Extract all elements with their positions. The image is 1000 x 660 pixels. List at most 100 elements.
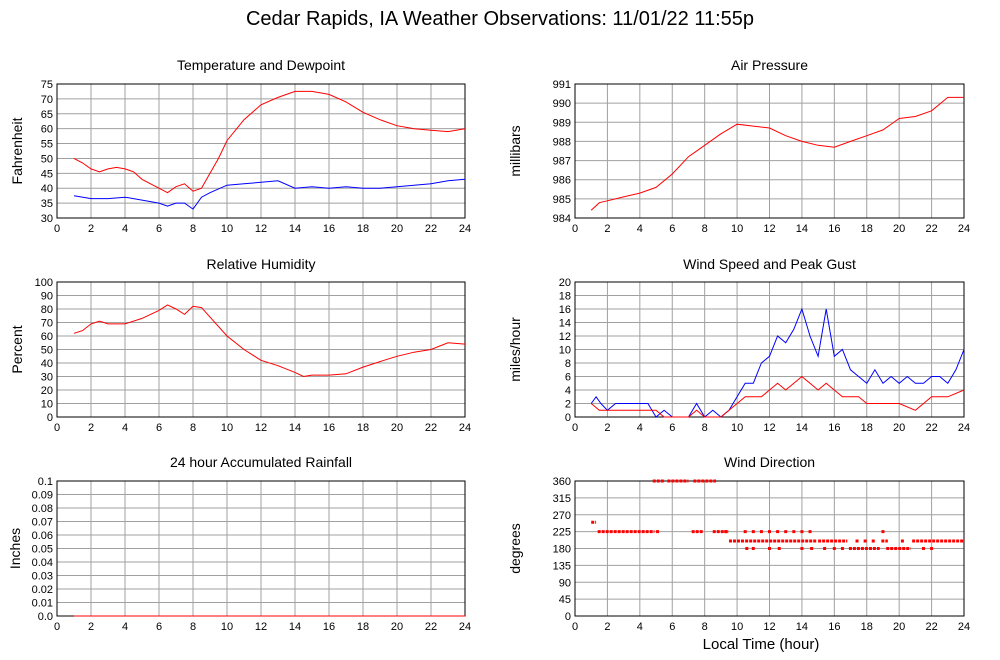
y-tick-label: 135 (553, 560, 571, 572)
y-tick-label: 180 (553, 544, 571, 556)
direction-point (751, 530, 755, 534)
y-tick-label: 987 (553, 156, 571, 168)
x-tick-label: 18 (861, 422, 873, 434)
y-tick-label: 0.08 (32, 503, 53, 515)
x-tick-label: 8 (702, 223, 708, 235)
y-tick-label: 40 (41, 358, 53, 370)
y-tick-label: 989 (553, 117, 571, 129)
x-tick-label: 4 (637, 422, 643, 434)
x-tick-label: 2 (604, 223, 610, 235)
y-tick-label: 12 (559, 331, 571, 343)
y-axis-label: miles/hour (507, 317, 523, 382)
x-tick-label: 16 (323, 223, 335, 235)
y-tick-label: 0.0 (38, 611, 53, 623)
x-tick-label: 16 (828, 621, 840, 633)
direction-point (863, 539, 867, 543)
x-tick-label: 24 (459, 422, 471, 434)
x-tick-label: 4 (637, 223, 643, 235)
plot-frame (56, 281, 466, 418)
x-tick-label: 4 (122, 621, 128, 633)
x-tick-label: 20 (391, 422, 403, 434)
y-tick-label: 0 (565, 611, 571, 623)
x-tick-label: 6 (156, 422, 162, 434)
plot-frame (574, 83, 965, 219)
direction-point (800, 547, 804, 550)
x-tick-label: 8 (702, 422, 708, 434)
x-tick-label: 6 (669, 422, 675, 434)
x-tick-label: 10 (221, 422, 233, 434)
y-axis-label: Percent (9, 325, 25, 373)
y-tick-label: 0 (565, 412, 571, 424)
x-tick-label: 0 (572, 621, 578, 633)
y-tick-label: 50 (41, 153, 53, 165)
y-tick-label: 50 (41, 345, 53, 357)
x-tick-label: 24 (459, 621, 471, 633)
x-tick-label: 2 (88, 621, 94, 633)
x-tick-label: 20 (893, 223, 905, 235)
direction-point (900, 539, 904, 543)
x-tick-label: 20 (391, 223, 403, 235)
direction-point (881, 530, 885, 534)
x-tick-label: 14 (796, 223, 808, 235)
x-tick-label: 10 (731, 422, 743, 434)
y-tick-label: 8 (565, 358, 571, 370)
direction-point (840, 547, 844, 550)
y-tick-label: 315 (553, 493, 571, 505)
chart-title: Wind Direction (724, 454, 815, 470)
x-tick-label: 10 (731, 621, 743, 633)
x-tick-label: 10 (221, 621, 233, 633)
x-tick-label: 4 (637, 621, 643, 633)
x-tick-label: 2 (88, 422, 94, 434)
direction-point (832, 547, 836, 550)
y-tick-label: 55 (41, 139, 53, 151)
x-tick-label: 12 (763, 223, 775, 235)
y-tick-label: 0.03 (32, 571, 53, 583)
y-tick-label: 0 (47, 412, 53, 424)
y-tick-label: 0.06 (32, 530, 53, 542)
y-tick-label: 984 (553, 213, 571, 225)
x-tick-label: 12 (255, 223, 267, 235)
x-tick-label: 14 (289, 422, 301, 434)
y-tick-label: 30 (41, 213, 53, 225)
x-tick-label: 2 (604, 621, 610, 633)
y-tick-label: 270 (553, 510, 571, 522)
x-tick-label: 0 (572, 422, 578, 434)
y-tick-label: 10 (41, 399, 53, 411)
x-tick-label: 20 (893, 621, 905, 633)
series-line (73, 90, 466, 194)
x-tick-label: 6 (669, 223, 675, 235)
x-tick-label: 6 (669, 621, 675, 633)
x-tick-label: 2 (88, 223, 94, 235)
y-axis-label: millibars (507, 125, 523, 176)
direction-point (776, 530, 780, 534)
y-tick-label: 90 (41, 291, 53, 303)
direction-point (800, 530, 804, 534)
x-tick-label: 0 (54, 422, 60, 434)
direction-point (871, 539, 875, 543)
y-tick-label: 90 (559, 577, 571, 589)
y-tick-label: 225 (553, 527, 571, 539)
y-axis-label: Fahrenheit (9, 117, 25, 184)
x-tick-label: 14 (289, 223, 301, 235)
x-tick-label: 4 (122, 422, 128, 434)
direction-point (759, 530, 763, 534)
x-tick-label: 8 (190, 422, 196, 434)
chart-title: Temperature and Dewpoint (177, 57, 345, 73)
x-tick-label: 8 (190, 223, 196, 235)
y-tick-label: 14 (559, 318, 571, 330)
series-line (73, 178, 466, 210)
y-tick-label: 20 (559, 277, 571, 289)
y-tick-label: 988 (553, 136, 571, 148)
x-tick-label: 14 (289, 621, 301, 633)
y-tick-label: 6 (565, 372, 571, 384)
y-tick-label: 80 (41, 304, 53, 316)
x-tick-label: 2 (604, 422, 610, 434)
x-tick-label: 12 (255, 422, 267, 434)
y-tick-label: 70 (41, 94, 53, 106)
x-tick-label: 22 (925, 422, 937, 434)
x-tick-label: 8 (702, 621, 708, 633)
series-line (590, 96, 964, 211)
y-tick-label: 10 (559, 345, 571, 357)
y-tick-label: 991 (553, 79, 571, 91)
x-tick-label: 12 (255, 621, 267, 633)
